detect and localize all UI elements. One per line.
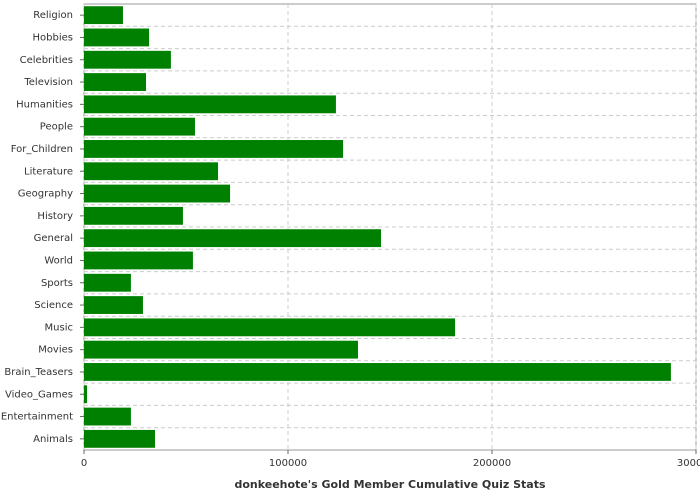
y-tick-label: Animals bbox=[33, 434, 73, 445]
bar bbox=[84, 184, 231, 203]
y-tick-label: Humanities bbox=[16, 99, 73, 110]
y-tick-label: Video_Games bbox=[5, 389, 73, 400]
bar bbox=[84, 318, 456, 337]
bar bbox=[84, 385, 88, 404]
x-tick-label: 300000 bbox=[677, 458, 700, 469]
bar bbox=[84, 28, 150, 47]
bar bbox=[84, 251, 193, 270]
bar bbox=[84, 140, 344, 158]
y-tick-label: Entertainment bbox=[1, 412, 73, 423]
bar bbox=[84, 73, 147, 91]
x-tick-label: 200000 bbox=[473, 458, 511, 469]
bar bbox=[84, 162, 219, 181]
bar bbox=[84, 296, 143, 314]
bar bbox=[84, 229, 382, 248]
y-tick-label: World bbox=[44, 255, 73, 266]
y-tick-label: Brain_Teasers bbox=[4, 367, 73, 378]
y-tick-label: General bbox=[34, 233, 73, 244]
bar bbox=[84, 6, 123, 25]
y-tick-label: Literature bbox=[24, 166, 73, 177]
bar bbox=[84, 340, 358, 359]
y-tick-label: Television bbox=[23, 77, 73, 88]
x-tick-label: 0 bbox=[81, 458, 87, 469]
y-tick-label: Sports bbox=[41, 278, 73, 289]
y-tick-label: Science bbox=[34, 300, 73, 311]
bar bbox=[84, 363, 671, 381]
y-tick-label: For_Children bbox=[11, 144, 73, 155]
y-tick-label: History bbox=[37, 211, 73, 222]
bar bbox=[84, 407, 131, 426]
x-tick-label: 100000 bbox=[269, 458, 307, 469]
y-tick-label: Movies bbox=[38, 345, 73, 356]
y-tick-label: Music bbox=[45, 322, 73, 333]
y-tick-label: Celebrities bbox=[20, 55, 73, 66]
bar bbox=[84, 206, 183, 225]
bar bbox=[84, 273, 131, 292]
y-tick-label: Religion bbox=[33, 10, 73, 21]
bar bbox=[84, 117, 195, 136]
bar bbox=[84, 50, 171, 69]
y-tick-label: People bbox=[40, 122, 73, 133]
y-tick-label: Hobbies bbox=[33, 32, 73, 43]
chart-title: donkeehote's Gold Member Cumulative Quiz… bbox=[234, 478, 545, 491]
bar bbox=[84, 95, 336, 114]
bar bbox=[84, 429, 155, 448]
y-tick-label: Geography bbox=[18, 189, 73, 200]
